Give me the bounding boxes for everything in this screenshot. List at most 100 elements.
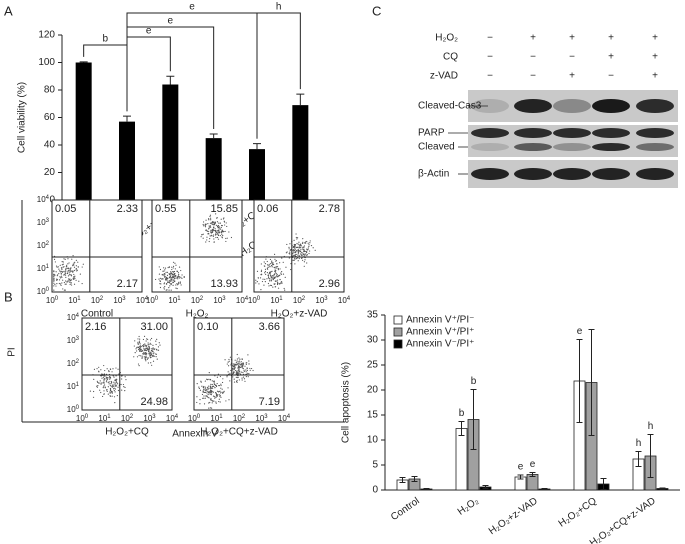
event-dot — [60, 271, 62, 273]
event-dot — [215, 393, 218, 395]
event-dot — [115, 385, 118, 387]
event-dot — [202, 237, 204, 239]
axis-tick-label: 103 — [213, 296, 226, 306]
event-dot — [158, 266, 160, 268]
event-dot — [271, 262, 273, 264]
tick-exponent: 3 — [46, 218, 50, 224]
event-dot — [99, 382, 101, 384]
event-dot — [69, 281, 71, 283]
event-dot — [106, 389, 108, 391]
event-dot — [272, 275, 274, 277]
event-dot — [221, 381, 224, 384]
event-dot — [237, 365, 239, 367]
event-dot — [212, 235, 214, 237]
event-dot — [164, 278, 167, 280]
event-dot — [216, 390, 219, 392]
event-dot — [200, 236, 202, 238]
event-dot — [295, 258, 298, 260]
significance-letter: e — [577, 326, 583, 337]
event-dot — [206, 395, 208, 397]
event-dot — [178, 274, 180, 276]
event-dot — [111, 395, 113, 397]
axis-tick-label: 100 — [146, 296, 159, 306]
event-dot — [214, 222, 216, 224]
event-dot — [146, 347, 148, 349]
event-dot — [221, 391, 223, 393]
event-dot — [158, 342, 160, 344]
axis-tick-label: 101 — [67, 382, 80, 392]
event-dot — [207, 392, 210, 394]
tick-exponent: 3 — [152, 414, 156, 420]
event-dot — [146, 358, 148, 360]
event-dot — [260, 263, 262, 265]
event-dot — [244, 365, 246, 367]
event-dot — [68, 272, 70, 274]
event-dot — [263, 261, 265, 263]
event-dot — [216, 221, 219, 223]
error-bar — [209, 133, 218, 139]
event-dot — [210, 219, 212, 221]
axis-tick-label: 101 — [270, 296, 283, 306]
event-dot — [150, 362, 152, 364]
event-dot — [266, 267, 268, 269]
event-dot — [79, 273, 81, 275]
event-dot — [233, 368, 235, 370]
event-dot — [110, 389, 112, 391]
event-dot — [246, 372, 248, 374]
event-dot — [152, 344, 154, 347]
event-dot — [120, 383, 122, 386]
event-dot — [219, 228, 222, 230]
event-dot — [296, 238, 298, 240]
event-dot — [209, 379, 211, 381]
treatment-sign: + — [652, 71, 658, 82]
treatment-label: z-VAD — [430, 71, 458, 82]
event-dot — [73, 266, 76, 268]
event-dot — [213, 380, 215, 382]
event-dot — [297, 257, 299, 259]
event-dot — [168, 273, 170, 275]
event-dot — [273, 253, 276, 255]
blot-band — [592, 143, 630, 151]
event-dot — [107, 381, 109, 384]
event-dot — [114, 382, 116, 384]
event-dot — [269, 279, 271, 281]
tick-base: 10 — [293, 296, 302, 305]
event-dot — [269, 265, 271, 268]
tick-base: 10 — [236, 296, 245, 305]
error-bar — [470, 389, 477, 450]
event-dot — [117, 368, 119, 370]
event-dot — [199, 403, 201, 405]
error-bar — [482, 485, 489, 489]
event-dot — [213, 400, 215, 402]
event-dot — [271, 266, 273, 268]
quadrant-value: 13.93 — [210, 278, 238, 290]
event-dot — [271, 261, 273, 263]
event-dot — [69, 268, 71, 270]
axis-tick-label: 104 — [166, 414, 179, 424]
event-dot — [255, 282, 257, 284]
event-dot — [215, 392, 217, 394]
event-dot — [302, 248, 304, 250]
event-dot — [272, 279, 274, 281]
quadrant-value: 2.16 — [85, 321, 106, 333]
tick-exponent: 4 — [347, 296, 351, 302]
event-dot — [241, 358, 243, 360]
event-dot — [53, 285, 55, 287]
event-dot — [222, 230, 224, 232]
tick-exponent: 1 — [46, 264, 50, 270]
treatment-sign: − — [487, 71, 493, 82]
event-dot — [121, 389, 123, 391]
event-dot — [149, 354, 151, 356]
event-dot — [99, 389, 101, 391]
panel-label: A — [4, 3, 13, 18]
axis-tick-label: 103 — [315, 296, 328, 306]
event-dot — [220, 230, 223, 232]
event-dot — [306, 262, 308, 264]
bar — [162, 84, 179, 200]
event-dot — [269, 272, 271, 274]
event-dot — [97, 381, 99, 383]
event-dot — [233, 372, 235, 374]
event-dot — [163, 267, 165, 269]
event-dot — [103, 364, 105, 367]
